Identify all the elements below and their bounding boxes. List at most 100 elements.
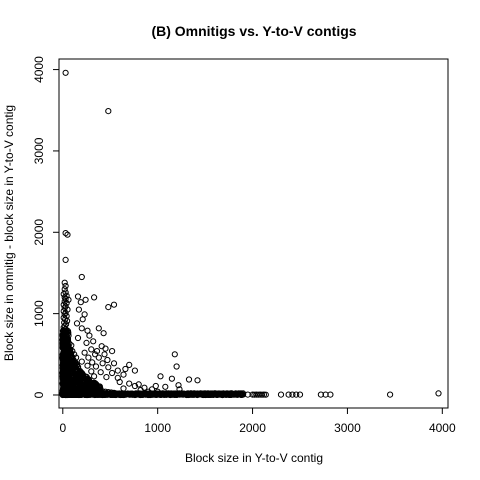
data-point	[62, 230, 69, 237]
data-point	[71, 351, 78, 358]
data-point	[109, 348, 116, 355]
data-point	[59, 370, 66, 377]
data-point	[126, 380, 133, 387]
data-point	[105, 108, 112, 115]
data-point	[92, 363, 100, 370]
data-point	[162, 383, 169, 390]
data-point	[85, 384, 92, 391]
data-point	[255, 391, 262, 398]
data-point	[100, 330, 107, 337]
data-point	[60, 343, 67, 350]
x-axis-label: Block size in Y-to-V contig	[185, 451, 323, 465]
data-point	[171, 351, 178, 358]
data-point	[74, 378, 82, 385]
data-point	[105, 389, 112, 396]
data-point	[77, 386, 84, 393]
data-point	[84, 362, 91, 369]
data-point	[99, 360, 106, 367]
data-point	[258, 391, 266, 398]
data-point	[78, 325, 85, 332]
data-point	[96, 387, 103, 394]
x-axis: 0 1000 2000 3000 4000	[59, 408, 456, 435]
data-point	[62, 256, 69, 263]
data-point	[251, 391, 258, 398]
data-point	[88, 368, 95, 375]
data-point	[296, 391, 304, 398]
data-point	[73, 354, 80, 361]
x-tick-label: 3000	[334, 421, 361, 435]
data-point	[74, 334, 82, 342]
data-point	[78, 273, 85, 281]
data-point	[387, 391, 394, 398]
data-point	[137, 391, 145, 398]
data-point	[257, 391, 264, 398]
data-point	[148, 390, 155, 397]
data-point	[152, 382, 159, 390]
data-point	[91, 386, 98, 393]
data-point	[77, 299, 84, 306]
data-point	[73, 388, 80, 395]
data-point	[109, 369, 116, 377]
data-point	[74, 391, 81, 398]
data-point	[98, 343, 105, 350]
data-point	[126, 361, 133, 368]
data-point	[108, 389, 115, 396]
data-point	[253, 391, 260, 398]
data-point	[70, 387, 77, 394]
data-point	[165, 390, 172, 397]
data-point	[182, 391, 189, 398]
chart-title: (B) Omnitigs vs. Y-to-V contigs	[151, 23, 356, 39]
data-point	[62, 282, 69, 290]
data-point	[85, 354, 92, 361]
x-tick-label: 1000	[144, 421, 171, 435]
data-point	[105, 364, 112, 371]
data-point	[64, 231, 71, 238]
data-point	[62, 69, 69, 76]
data-point	[260, 391, 267, 398]
data-point	[137, 387, 144, 394]
data-point	[91, 294, 98, 301]
data-point	[99, 388, 106, 395]
data-point	[131, 367, 138, 374]
data-point	[120, 385, 127, 392]
x-tick-label: 4000	[429, 421, 456, 435]
data-point	[103, 374, 110, 381]
data-point	[62, 362, 69, 369]
data-point	[61, 384, 68, 391]
data-point	[64, 306, 71, 313]
data-point	[69, 348, 76, 355]
data-point	[262, 391, 269, 398]
data-point	[110, 389, 118, 396]
data-point	[285, 391, 292, 398]
data-point	[104, 356, 111, 364]
data-point	[95, 354, 102, 361]
data-point	[73, 367, 80, 374]
data-point	[157, 373, 164, 380]
data-point	[63, 356, 71, 363]
data-point	[110, 301, 118, 308]
data-point	[91, 379, 98, 386]
data-point	[102, 388, 109, 395]
data-point	[122, 365, 129, 373]
data-point	[176, 386, 183, 393]
data-point	[277, 391, 285, 398]
data-point	[61, 279, 68, 286]
data-points	[59, 69, 442, 399]
data-point	[175, 382, 182, 389]
data-point	[154, 388, 161, 395]
data-point	[63, 335, 70, 342]
data-point	[97, 369, 104, 376]
data-point	[101, 351, 108, 358]
data-point	[71, 364, 78, 371]
data-point	[185, 376, 193, 383]
data-point	[86, 332, 93, 339]
data-point	[68, 369, 75, 377]
data-point	[81, 349, 88, 356]
data-point	[116, 378, 123, 386]
data-point	[74, 293, 82, 300]
data-point	[65, 352, 72, 359]
y-axis-label: Block size in omnitig - block size in Y-…	[2, 105, 16, 361]
data-point	[88, 346, 95, 353]
data-point	[59, 361, 67, 369]
